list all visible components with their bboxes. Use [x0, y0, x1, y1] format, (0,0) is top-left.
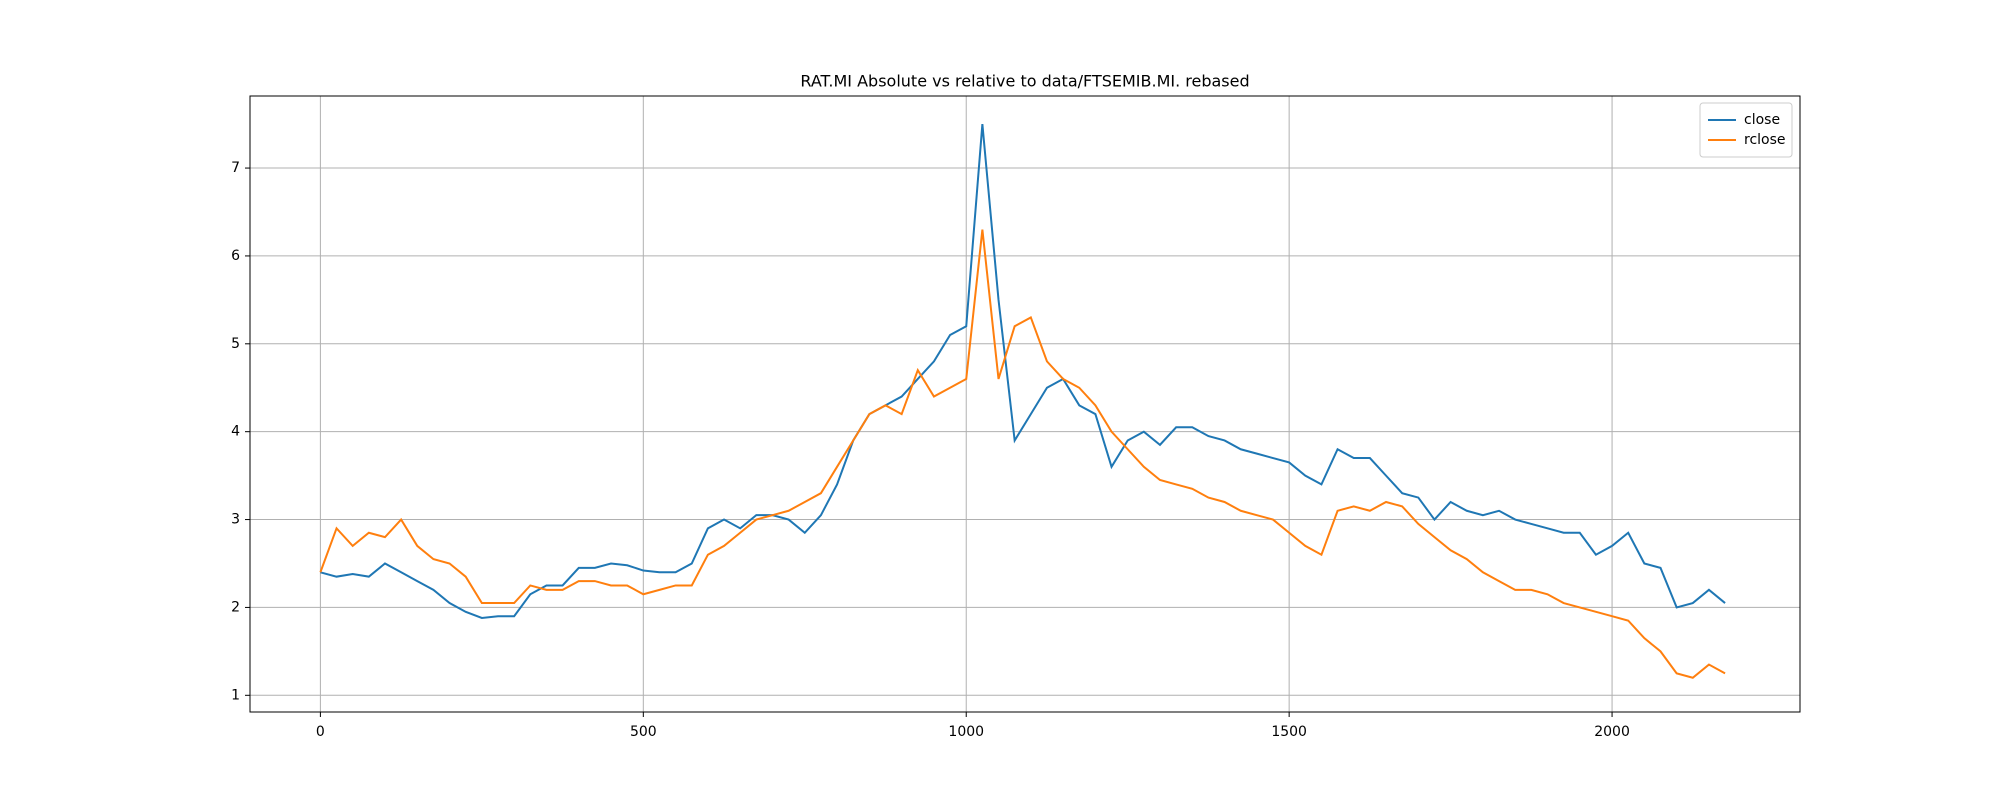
x-tick-label: 2000 — [1594, 724, 1630, 740]
y-tick-label: 4 — [231, 424, 240, 440]
y-tick-label: 2 — [231, 599, 240, 615]
series-line — [320, 124, 1726, 619]
legend-label: rclose — [1744, 132, 1786, 148]
y-tick-label: 7 — [231, 160, 240, 176]
chart-title: RAT.MI Absolute vs relative to data/FTSE… — [800, 72, 1249, 91]
x-tick-label: 1500 — [1271, 724, 1307, 740]
plot-frame — [249, 95, 1801, 713]
legend-label: close — [1744, 112, 1780, 128]
y-tick-label: 3 — [231, 512, 240, 528]
x-tick-label: 1000 — [948, 724, 984, 740]
y-tick-label: 1 — [231, 687, 240, 703]
x-tick-label: 500 — [630, 724, 657, 740]
x-tick-label: 0 — [316, 724, 325, 740]
y-tick-label: 5 — [231, 336, 240, 352]
legend-box — [1699, 102, 1793, 158]
legend: close rclose — [1699, 102, 1793, 158]
series-line — [319, 229, 1726, 679]
y-tick-label: 6 — [231, 248, 240, 264]
